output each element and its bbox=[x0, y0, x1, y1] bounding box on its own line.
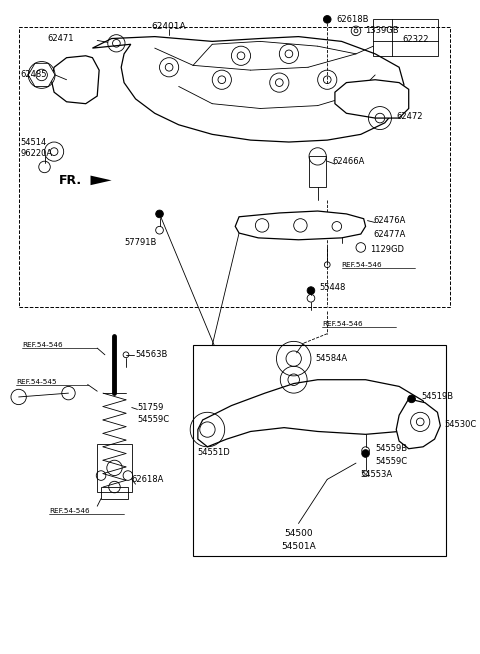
Text: 62485: 62485 bbox=[21, 71, 47, 79]
Text: 54559B: 54559B bbox=[375, 444, 408, 453]
Bar bbox=[193, 345, 446, 556]
Text: 54501A: 54501A bbox=[281, 542, 316, 551]
Bar bbox=[101, 487, 128, 498]
Text: 54530C: 54530C bbox=[444, 421, 477, 429]
Text: 54563B: 54563B bbox=[135, 351, 168, 359]
Text: 1129GD: 1129GD bbox=[371, 245, 404, 254]
Text: 62471: 62471 bbox=[48, 34, 74, 43]
Polygon shape bbox=[51, 56, 99, 104]
Text: 62322: 62322 bbox=[402, 35, 429, 44]
Polygon shape bbox=[198, 380, 428, 447]
Circle shape bbox=[408, 395, 415, 403]
Text: 54519B: 54519B bbox=[421, 392, 453, 402]
Text: 54559C: 54559C bbox=[137, 415, 169, 424]
Text: REF.54-546: REF.54-546 bbox=[49, 508, 90, 514]
Text: 62618A: 62618A bbox=[132, 475, 164, 484]
Text: REF.54-546: REF.54-546 bbox=[23, 342, 63, 348]
Polygon shape bbox=[396, 399, 440, 449]
Text: 62477A: 62477A bbox=[373, 230, 406, 239]
Text: 54500: 54500 bbox=[284, 528, 313, 538]
Text: 51759: 51759 bbox=[137, 403, 164, 412]
Text: 1339GB: 1339GB bbox=[366, 26, 399, 35]
Polygon shape bbox=[235, 211, 366, 240]
Bar bbox=[309, 156, 326, 187]
Text: 62401A: 62401A bbox=[152, 22, 186, 31]
Text: 54514: 54514 bbox=[21, 137, 47, 146]
Circle shape bbox=[156, 210, 163, 218]
Text: FR.: FR. bbox=[59, 174, 82, 187]
Polygon shape bbox=[93, 37, 404, 142]
Text: REF.54-546: REF.54-546 bbox=[342, 262, 382, 267]
Text: REF.54-546: REF.54-546 bbox=[323, 321, 363, 327]
Circle shape bbox=[324, 16, 331, 23]
Bar bbox=[19, 27, 450, 307]
Polygon shape bbox=[28, 63, 55, 86]
Text: 62466A: 62466A bbox=[332, 157, 364, 165]
Bar bbox=[97, 444, 132, 492]
Text: 54584A: 54584A bbox=[316, 354, 348, 363]
Text: 57791B: 57791B bbox=[124, 238, 156, 247]
Text: 54551D: 54551D bbox=[197, 448, 229, 457]
Bar bbox=[373, 20, 438, 56]
Circle shape bbox=[362, 450, 370, 457]
Text: 62618B: 62618B bbox=[337, 15, 369, 24]
Text: 54559C: 54559C bbox=[375, 456, 408, 466]
Text: REF.54-545: REF.54-545 bbox=[16, 379, 56, 385]
Polygon shape bbox=[335, 80, 408, 118]
Text: 96220A: 96220A bbox=[21, 149, 53, 158]
Text: 62472: 62472 bbox=[396, 112, 423, 120]
Text: 54553A: 54553A bbox=[361, 470, 393, 479]
Text: 55448: 55448 bbox=[320, 283, 346, 292]
Text: 62476A: 62476A bbox=[373, 216, 406, 225]
Circle shape bbox=[307, 286, 315, 294]
Polygon shape bbox=[91, 175, 112, 185]
